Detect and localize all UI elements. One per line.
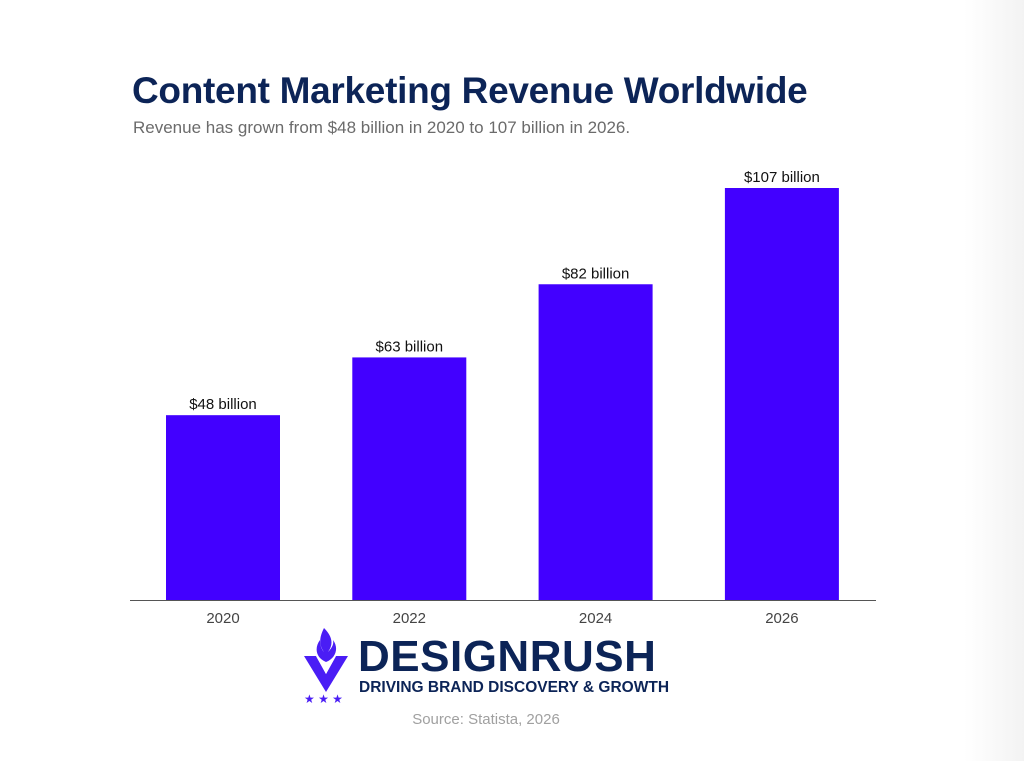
chart-subtitle: Revenue has grown from $48 billion in 20… (133, 118, 631, 137)
bar-2024 (538, 284, 653, 600)
bar-2020 (166, 415, 280, 600)
designrush-logo-icon: ★ ★ ★ (304, 628, 348, 704)
data-label-2020: $48 billion (189, 396, 257, 413)
brand-name: DESIGNRUSH (358, 632, 657, 681)
data-label-2024: $82 billion (562, 265, 630, 282)
data-label-2026: $107 billion (744, 169, 820, 186)
bar-chart: $48 billion 2020 $63 billion 2022 $82 billio… (130, 169, 876, 627)
x-tick-label-2026: 2026 (765, 610, 798, 627)
bar-2026 (724, 188, 839, 600)
brand-tagline: DRIVING BRAND DISCOVERY & GROWTH (359, 679, 670, 696)
x-tick-label-2024: 2024 (579, 610, 612, 627)
svg-text:★ ★ ★: ★ ★ ★ (304, 692, 343, 704)
x-tick-label-2022: 2022 (393, 610, 426, 627)
data-label-2022: $63 billion (376, 338, 444, 355)
source-note: Source: Statista, 2026 (412, 711, 560, 728)
page-edge-shadow (964, 0, 1024, 761)
chart-title: Content Marketing Revenue Worldwide (132, 70, 808, 111)
x-tick-label-2020: 2020 (206, 610, 239, 627)
bar-2022 (352, 357, 467, 600)
